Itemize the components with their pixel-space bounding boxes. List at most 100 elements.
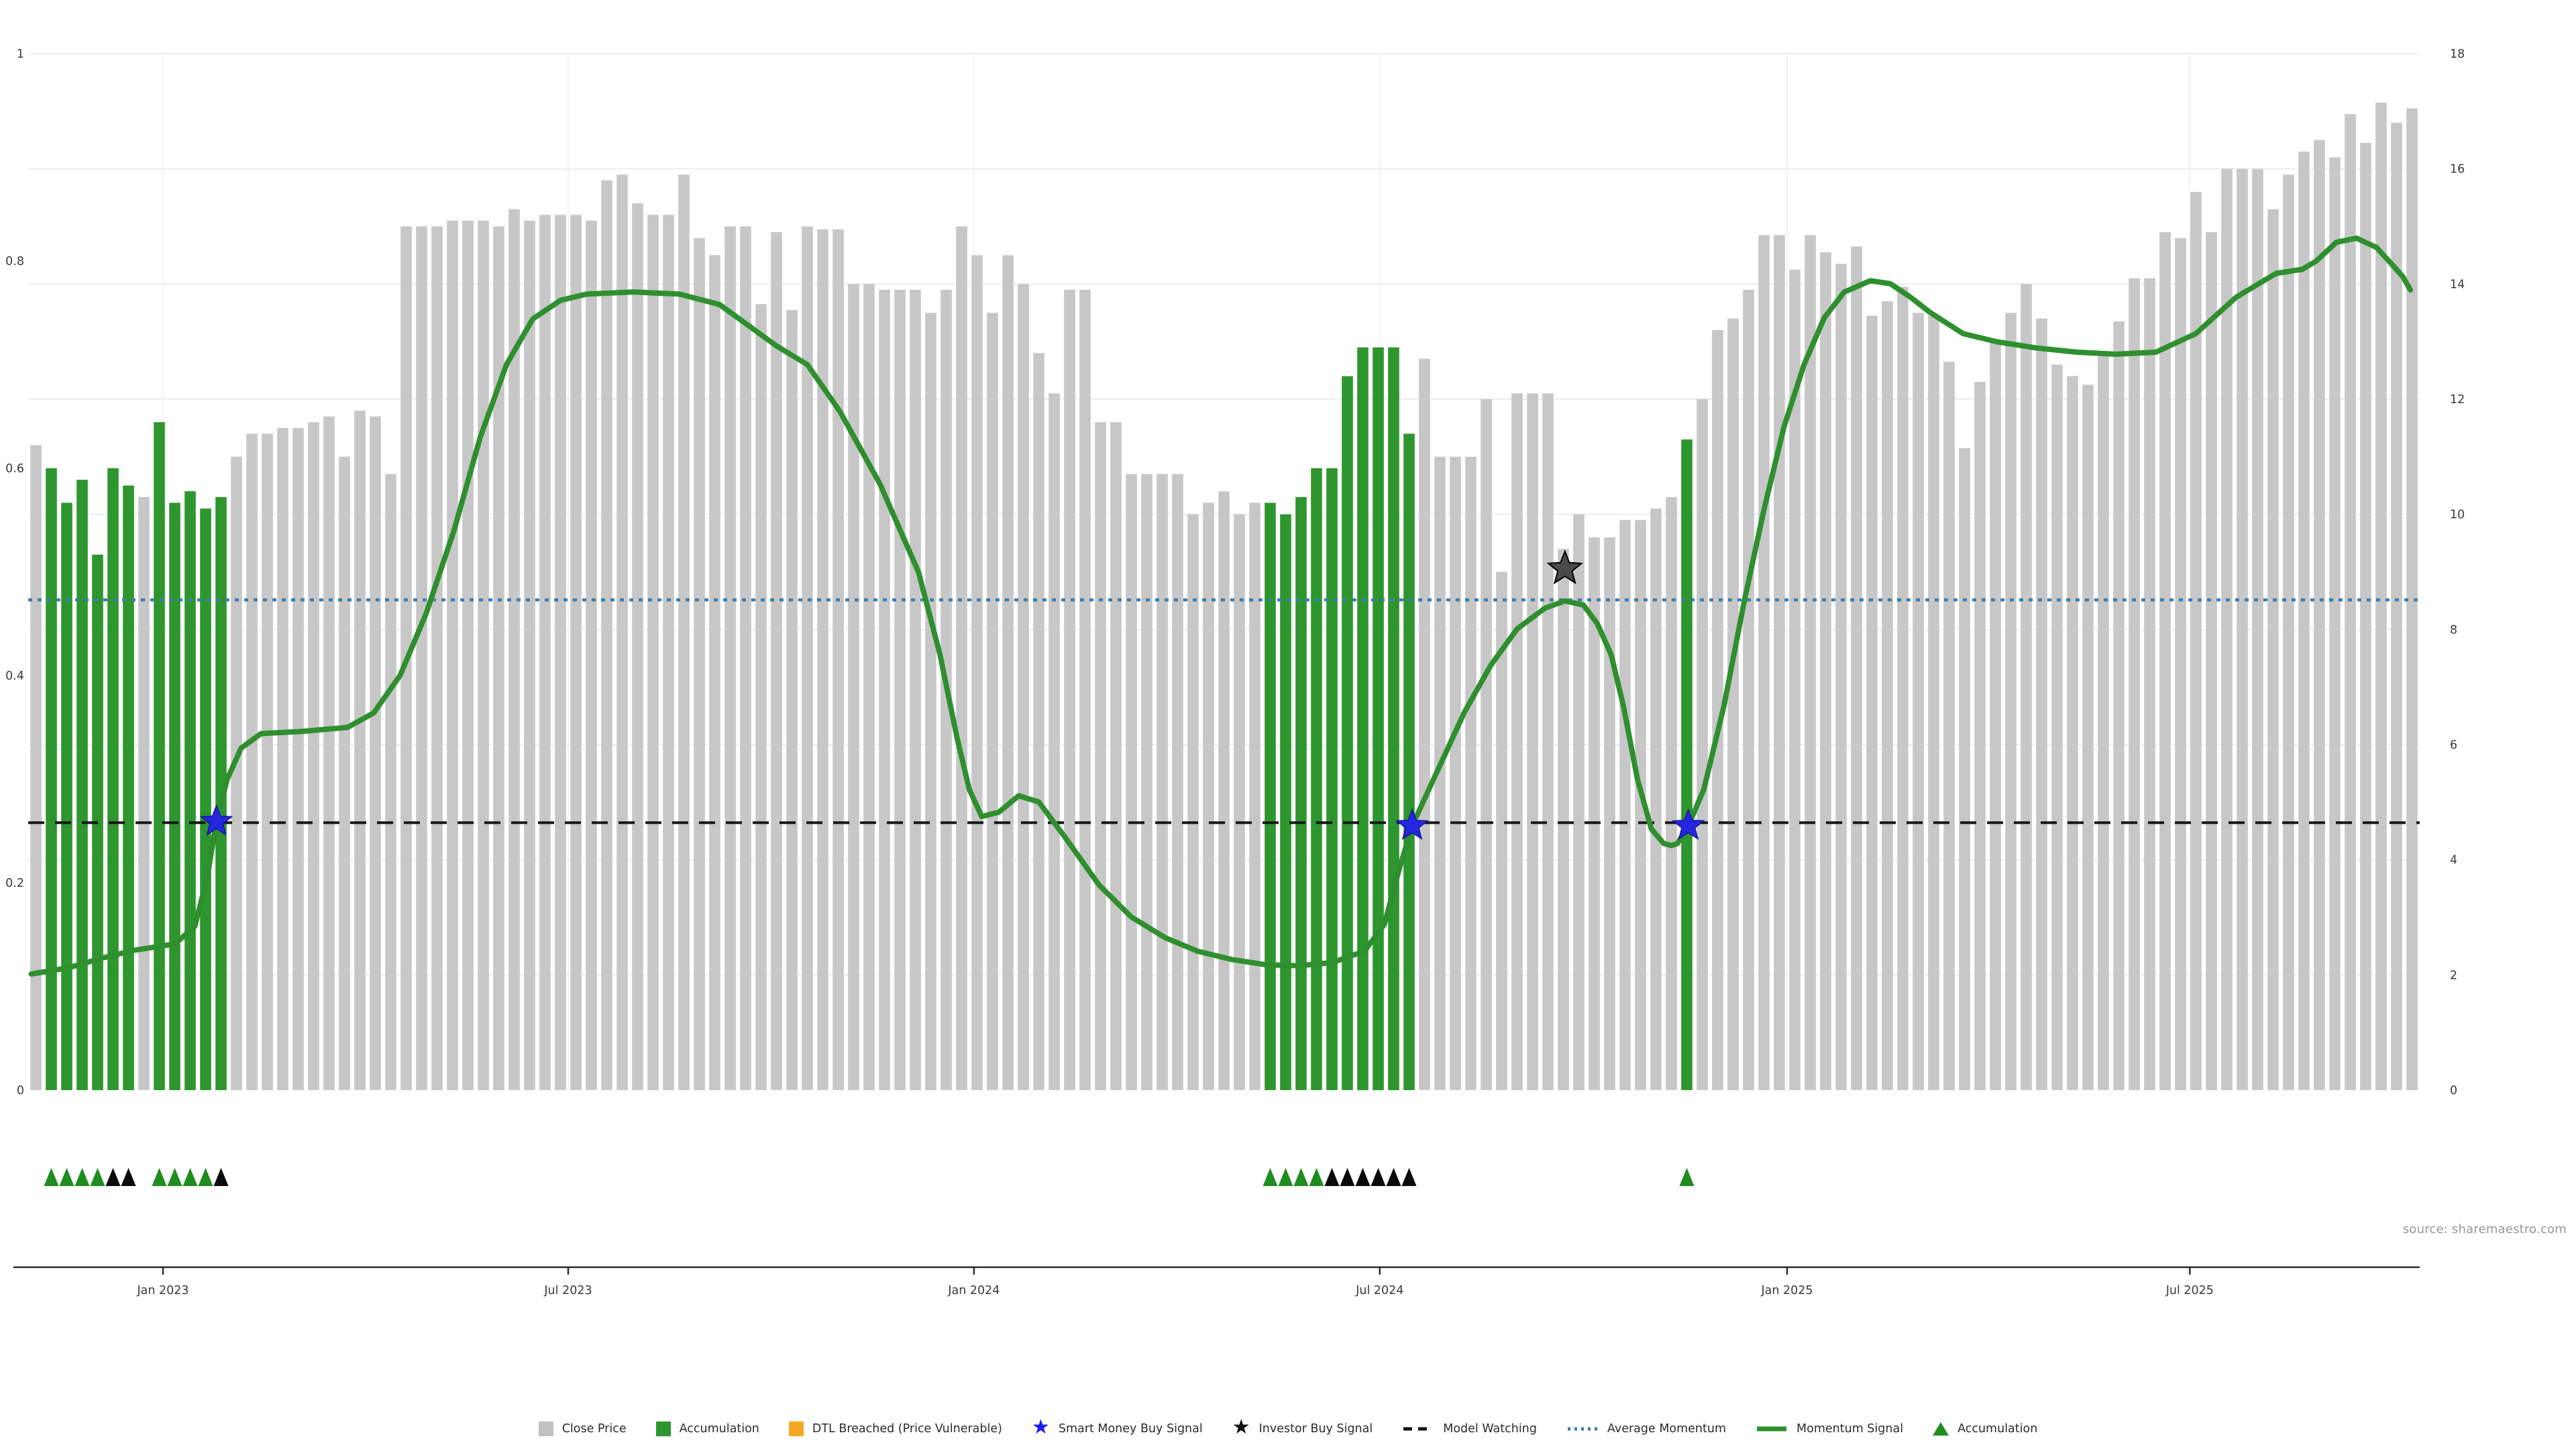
accumulation-bar: [1280, 514, 1291, 1090]
close-price-bar: [1897, 286, 1909, 1091]
legend-square-swatch-icon: [538, 1421, 553, 1436]
close-price-bar: [478, 220, 489, 1090]
close-price-bar: [1558, 549, 1569, 1090]
close-price-bar: [925, 313, 936, 1091]
close-price-bar: [447, 220, 458, 1090]
accumulation-triangle: [167, 1168, 182, 1186]
close-price-bar: [1789, 269, 1801, 1090]
close-price-bar: [1943, 362, 1955, 1091]
right-tick-label: 2: [2450, 969, 2457, 982]
close-price-bar: [539, 215, 551, 1090]
close-price-bar: [987, 313, 998, 1091]
investor-star-icon: ★: [1232, 1415, 1250, 1439]
close-price-bar: [894, 289, 906, 1090]
accumulation-triangle-black: [1340, 1168, 1355, 1186]
close-price-bar: [493, 226, 504, 1090]
accumulation-triangle: [152, 1168, 167, 1186]
close-price-bar: [1727, 318, 1739, 1090]
close-price-bar: [1419, 358, 1430, 1090]
accumulation-bar: [1373, 347, 1384, 1091]
right-tick-label: 18: [2450, 48, 2465, 61]
close-price-bar: [2298, 151, 2310, 1090]
legend-item-smart-money-buy-signal: ★ Smart Money Buy Signal: [1031, 1415, 1203, 1439]
close-price-bar: [879, 289, 890, 1090]
accumulation-bar: [1403, 433, 1415, 1090]
close-price-bar: [339, 456, 350, 1090]
close-price-bar: [1172, 474, 1183, 1090]
close-price-bar: [910, 289, 921, 1090]
close-price-bar: [1141, 474, 1152, 1090]
close-price-bar: [1126, 474, 1137, 1090]
source-credit: source: sharemaestro.com: [2402, 1222, 2567, 1236]
legend-label: Average Momentum: [1607, 1422, 1727, 1436]
accumulation-triangle: [198, 1168, 213, 1186]
accumulation-bar: [1265, 502, 1276, 1090]
investor-buy-signal-star: [1546, 549, 1584, 585]
close-price-bar: [2190, 192, 2202, 1090]
x-tick-label: Jan 2025: [1760, 1284, 1813, 1297]
close-price-bar: [1666, 496, 1677, 1090]
accumulation-triangle: [74, 1168, 90, 1186]
smart-money-buy-signal-star: [1672, 808, 1705, 841]
close-price-bar: [431, 226, 443, 1090]
x-tick-label: Jan 2024: [947, 1284, 1000, 1297]
close-price-bar: [694, 237, 705, 1091]
right-tick-label: 14: [2450, 278, 2465, 291]
right-tick-label: 8: [2450, 623, 2457, 637]
close-price-bar: [802, 226, 813, 1090]
legend-square-swatch-icon: [655, 1421, 671, 1436]
close-price-bar: [2129, 278, 2140, 1091]
close-price-bar: [2175, 237, 2186, 1091]
close-price-bar: [1913, 313, 1924, 1091]
accumulation-bar: [154, 422, 165, 1090]
close-price-bar: [1481, 399, 1492, 1090]
legend-label: Accumulation: [1957, 1422, 2038, 1436]
close-price-bar: [663, 215, 674, 1090]
close-price-bar: [1234, 514, 1245, 1090]
close-price-bar: [709, 255, 720, 1090]
momentum-signal-line: [28, 235, 2414, 977]
close-price-bar: [863, 284, 875, 1090]
close-price-bar: [323, 416, 335, 1090]
close-price-bar: [138, 496, 150, 1090]
close-price-bar: [1882, 301, 1893, 1091]
close-price-bar: [1434, 456, 1446, 1090]
close-price-bar: [1990, 341, 2001, 1091]
smart-money-star-icon: ★: [1031, 1415, 1050, 1439]
legend-label: DTL Breached (Price Vulnerable): [812, 1422, 1002, 1436]
close-price-bar: [1064, 289, 1075, 1090]
close-price-bar: [1758, 235, 1770, 1090]
accumulation-bar: [107, 468, 119, 1090]
close-price-bar: [1805, 235, 1816, 1090]
accumulation-bar: [123, 485, 134, 1091]
close-price-bar: [2267, 209, 2279, 1091]
x-tick-label: Jul 2023: [543, 1284, 592, 1297]
close-price-bar: [1033, 353, 1044, 1090]
legend-item-investor-buy-signal: ★ Investor Buy Signal: [1232, 1415, 1373, 1439]
accumulation-triangle: [1278, 1168, 1293, 1186]
close-price-bar: [616, 174, 628, 1091]
close-price-bar: [354, 411, 366, 1090]
legend-label: Investor Buy Signal: [1258, 1422, 1373, 1436]
close-price-bar: [2360, 143, 2371, 1090]
legend-item-model-watching: Model Watching: [1402, 1421, 1537, 1436]
close-price-bar: [1835, 264, 1847, 1090]
close-price-bar: [2391, 123, 2402, 1090]
close-price-bar: [1743, 289, 1754, 1090]
accumulation-triangle: [1263, 1168, 1278, 1186]
close-price-bar: [1928, 315, 1939, 1090]
close-price-bar: [555, 215, 566, 1090]
close-price-bar: [1511, 393, 1523, 1090]
legend-label: Smart Money Buy Signal: [1058, 1422, 1203, 1436]
close-price-bar: [740, 226, 751, 1090]
close-price-bar: [724, 226, 736, 1090]
dashed-line-icon: [1403, 1427, 1434, 1431]
close-price-bar: [370, 416, 381, 1090]
close-price-bar: [2005, 313, 2017, 1091]
accumulation-triangle: [1293, 1168, 1309, 1186]
close-price-bar: [2067, 376, 2078, 1091]
close-price-bar: [508, 209, 520, 1091]
accumulation-bar: [1295, 496, 1307, 1090]
close-price-bar: [308, 422, 319, 1090]
close-price-bar: [1218, 491, 1230, 1090]
